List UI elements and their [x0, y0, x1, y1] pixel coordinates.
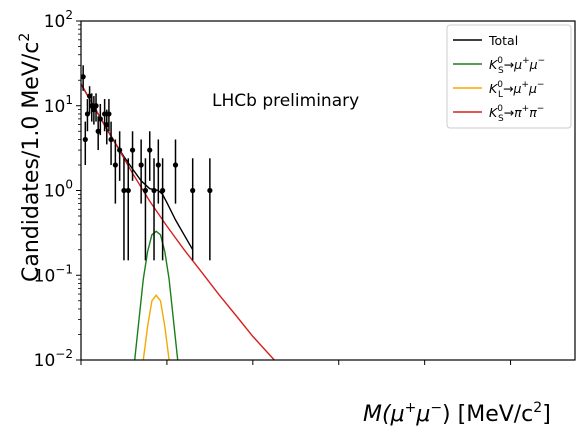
legend-label-3: K0 S→π+π− [489, 104, 544, 124]
data-point-7 [95, 128, 101, 134]
data-point-23 [160, 187, 166, 194]
data-point-17 [129, 147, 136, 153]
series-layer [80, 83, 275, 361]
data-point-21 [151, 187, 157, 194]
series-line-2 [142, 294, 170, 361]
data-point-6 [93, 103, 99, 109]
data-point-14 [117, 147, 123, 153]
legend-label-1: K0 S→μ+μ− [489, 56, 545, 76]
data-point-11 [106, 111, 112, 117]
series-line-1 [134, 230, 179, 361]
data-point-16 [125, 187, 131, 194]
data-point-9 [102, 111, 108, 117]
y-tick-label-1: 10−1 [34, 262, 73, 286]
legend: Total K0 S→μ+μ− K0 L→μ+μ− K0 S→π+π− [446, 24, 572, 129]
y-tick-label-4: 102 [44, 8, 73, 32]
data-point-19 [142, 187, 149, 194]
legend-label-0: Total [488, 33, 518, 48]
data-points [80, 65, 213, 261]
lhcb-annotation: LHCb preliminary [212, 91, 359, 111]
legend-box [446, 24, 572, 129]
data-point-26 [207, 187, 213, 194]
data-point-15 [121, 187, 127, 194]
data-point-12 [108, 136, 114, 143]
data-point-1 [82, 136, 88, 143]
data-point-24 [172, 162, 179, 168]
data-point-8 [97, 116, 103, 122]
data-point-22 [155, 162, 161, 168]
y-axis-title: Candidates/1.0 MeV/c2 [17, 33, 44, 282]
legend-label-2: K0 L→μ+μ− [489, 80, 544, 100]
data-point-10 [104, 121, 110, 128]
data-point-2 [84, 111, 91, 117]
y-tick-label-3: 101 [44, 93, 73, 117]
axis-ticks: 10−2 10−1 100 101 102 [34, 8, 512, 371]
series-line-3 [80, 83, 275, 361]
data-point-25 [190, 187, 196, 194]
x-axis-title: M(μ+μ−) [MeV/c2] [363, 400, 551, 427]
data-point-3 [86, 93, 93, 99]
data-point-4 [89, 103, 95, 109]
data-point-18 [138, 162, 144, 168]
data-point-5 [91, 107, 97, 113]
data-point-0 [80, 74, 86, 80]
data-point-13 [112, 162, 118, 168]
y-tick-label-2: 100 [44, 178, 73, 202]
data-point-20 [147, 147, 153, 153]
y-tick-label-0: 10−2 [34, 347, 73, 371]
